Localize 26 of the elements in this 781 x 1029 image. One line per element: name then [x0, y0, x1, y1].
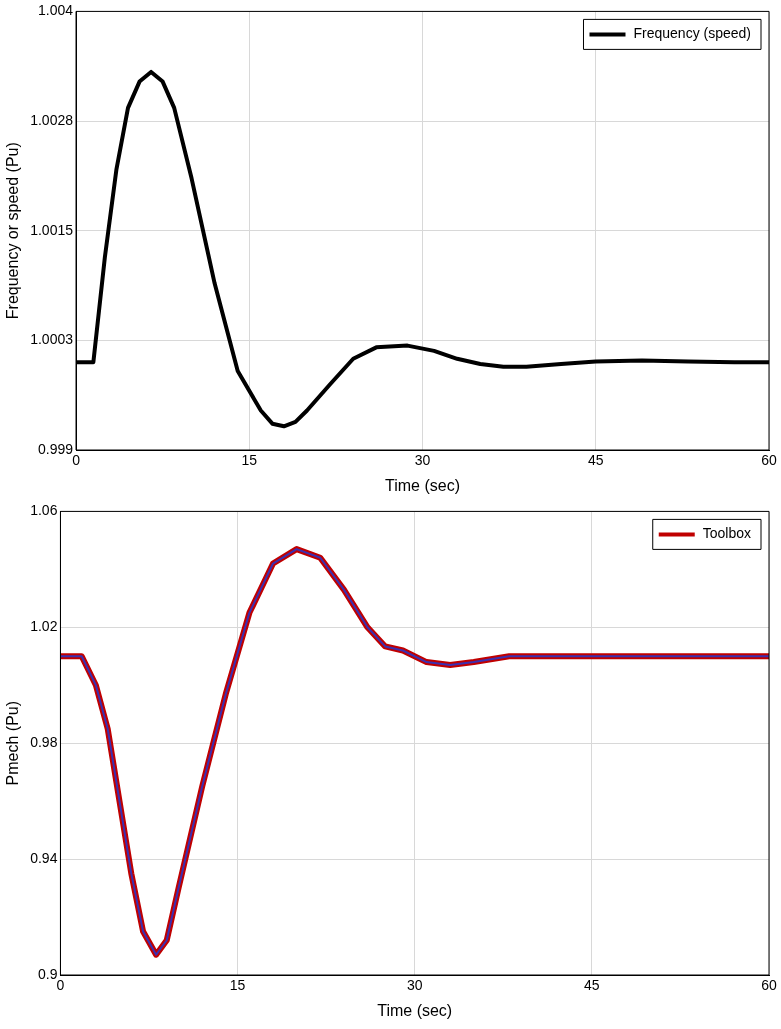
x-tick-label: 30 — [414, 452, 431, 469]
x-tick-label: 0 — [72, 452, 81, 469]
y-tick-label: 0.98 — [30, 734, 58, 751]
y-tick-label: 0.94 — [30, 849, 58, 866]
legend-label: Toolbox — [702, 525, 752, 542]
x-tick-label: 15 — [241, 452, 258, 469]
x-tick-label: 45 — [587, 452, 604, 469]
x-tick-label: 60 — [761, 977, 777, 994]
x-tick-label: 30 — [406, 977, 423, 994]
y-tick-label: 1.06 — [30, 502, 58, 519]
x-axis-title: Time (sec) — [377, 1001, 453, 1019]
x-tick-label: 15 — [229, 977, 246, 994]
x-tick-label: 45 — [584, 977, 600, 994]
y-tick-label: 1.0003 — [30, 331, 74, 348]
legend-label: Frequency (speed) — [633, 25, 752, 42]
y-tick-label: 1.02 — [30, 618, 58, 635]
y-tick-label: 1.0015 — [30, 221, 74, 238]
x-tick-label: 0 — [56, 977, 65, 994]
y-axis-title: Pmech (Pu) — [4, 700, 22, 786]
y-axis-title: Frequency or speed (Pu) — [4, 142, 22, 320]
x-axis-title: Time (sec) — [385, 476, 460, 494]
y-tick-label: 1.004 — [37, 2, 74, 19]
y-tick-label: 0.9 — [37, 965, 58, 982]
y-tick-label: 1.0028 — [30, 111, 74, 128]
y-tick-label: 0.999 — [37, 440, 74, 457]
x-tick-label: 60 — [761, 452, 777, 469]
